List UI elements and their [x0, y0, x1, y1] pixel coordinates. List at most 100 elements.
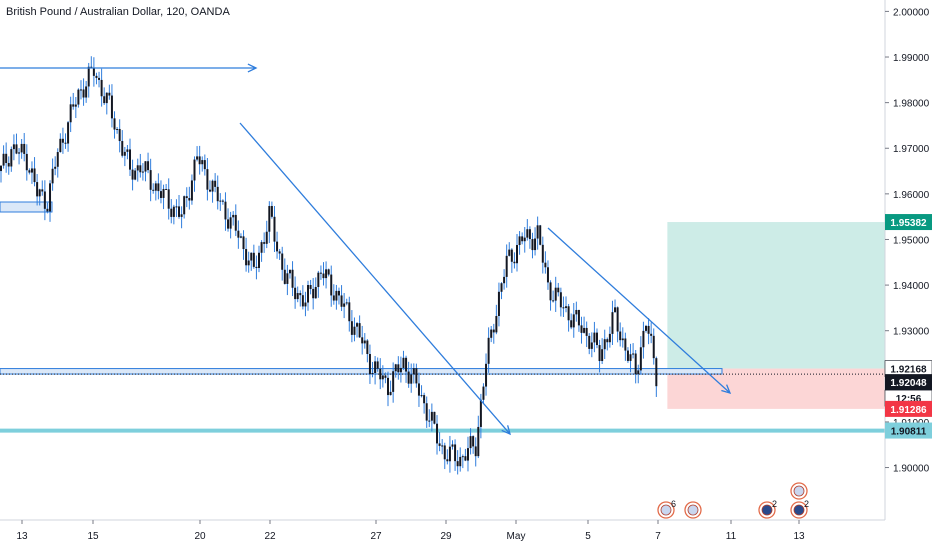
candle-body[interactable]	[291, 269, 294, 288]
candle-body[interactable]	[557, 287, 560, 293]
candle-body[interactable]	[392, 371, 395, 392]
candle-body[interactable]	[270, 206, 273, 217]
candle-body[interactable]	[64, 142, 67, 144]
candle-body[interactable]	[72, 104, 75, 107]
candle-body[interactable]	[113, 118, 116, 130]
candle-body[interactable]	[227, 219, 230, 229]
candle-body[interactable]	[149, 170, 152, 190]
candle-body[interactable]	[59, 138, 62, 153]
candle-body[interactable]	[121, 141, 124, 156]
candle-body[interactable]	[590, 342, 593, 349]
candle-body[interactable]	[126, 149, 129, 152]
candle-body[interactable]	[642, 330, 645, 348]
candle-body[interactable]	[278, 251, 281, 254]
candle-body[interactable]	[397, 364, 400, 373]
candle-body[interactable]	[536, 225, 539, 239]
candle-body[interactable]	[482, 386, 485, 400]
candle-body[interactable]	[49, 183, 52, 212]
candle-body[interactable]	[129, 149, 131, 170]
candle-body[interactable]	[428, 420, 431, 422]
candle-body[interactable]	[118, 128, 121, 142]
candle-body[interactable]	[389, 391, 392, 396]
candle-body[interactable]	[51, 168, 54, 184]
candle-body[interactable]	[544, 262, 547, 268]
candle-body[interactable]	[531, 239, 534, 251]
candle-body[interactable]	[441, 445, 444, 447]
candle-body[interactable]	[224, 201, 227, 220]
candle-body[interactable]	[652, 335, 655, 359]
candle-body[interactable]	[541, 244, 544, 263]
candle-body[interactable]	[585, 327, 588, 336]
candle-body[interactable]	[614, 307, 617, 313]
candle-body[interactable]	[510, 249, 513, 262]
candle-body[interactable]	[410, 374, 413, 384]
candle-body[interactable]	[580, 325, 583, 333]
candle-body[interactable]	[353, 326, 356, 335]
candle-body[interactable]	[549, 282, 552, 301]
candle-body[interactable]	[577, 309, 580, 326]
candle-body[interactable]	[74, 104, 77, 107]
long-position-loss-zone[interactable]	[667, 368, 885, 409]
candle-body[interactable]	[539, 225, 542, 245]
left-zone-rectangle[interactable]	[0, 201, 53, 213]
candle-body[interactable]	[521, 236, 524, 242]
candle-body[interactable]	[77, 89, 80, 105]
candle-body[interactable]	[325, 269, 328, 279]
candle-body[interactable]	[247, 260, 250, 266]
candle-body[interactable]	[147, 161, 150, 171]
candle-body[interactable]	[208, 189, 211, 192]
candle-body[interactable]	[485, 363, 488, 387]
candle-body[interactable]	[216, 186, 219, 202]
candle-body[interactable]	[497, 291, 500, 316]
candle-body[interactable]	[516, 245, 518, 264]
candle-body[interactable]	[454, 444, 457, 462]
candle-body[interactable]	[312, 288, 315, 299]
candle-body[interactable]	[415, 368, 418, 384]
candle-body[interactable]	[87, 66, 90, 87]
candle-body[interactable]	[201, 160, 204, 165]
candle-body[interactable]	[41, 189, 44, 192]
candle-body[interactable]	[28, 170, 31, 173]
candle-body[interactable]	[598, 345, 601, 362]
candle-body[interactable]	[601, 349, 604, 362]
candle-body[interactable]	[508, 249, 511, 256]
candle-body[interactable]	[10, 149, 13, 167]
main-zone-rectangle[interactable]	[0, 368, 723, 375]
candle-body[interactable]	[526, 229, 529, 238]
candle-body[interactable]	[263, 242, 266, 244]
candle-body[interactable]	[152, 189, 155, 191]
candle-body[interactable]	[402, 357, 405, 368]
candle-body[interactable]	[621, 338, 624, 341]
candle-body[interactable]	[12, 144, 15, 150]
candle-body[interactable]	[260, 242, 263, 253]
candle-body[interactable]	[131, 169, 134, 180]
candle-body[interactable]	[165, 188, 168, 190]
candle-body[interactable]	[603, 339, 606, 350]
candle-body[interactable]	[82, 89, 85, 98]
candle-body[interactable]	[492, 329, 495, 333]
candle-body[interactable]	[36, 182, 39, 197]
candle-body[interactable]	[154, 183, 157, 191]
candle-body[interactable]	[23, 143, 26, 154]
candle-body[interactable]	[178, 206, 181, 217]
candle-body[interactable]	[332, 295, 335, 301]
candle-body[interactable]	[479, 399, 482, 427]
candle-body[interactable]	[379, 368, 382, 380]
candle-body[interactable]	[61, 138, 64, 143]
candle-body[interactable]	[2, 153, 5, 166]
candle-body[interactable]	[167, 189, 170, 209]
candle-body[interactable]	[175, 206, 178, 208]
candle-body[interactable]	[5, 153, 8, 163]
candle-body[interactable]	[314, 287, 317, 299]
candle-body[interactable]	[239, 236, 242, 238]
candle-body[interactable]	[639, 347, 642, 371]
candle-body[interactable]	[206, 169, 209, 190]
candle-body[interactable]	[469, 436, 472, 449]
candle-body[interactable]	[265, 231, 268, 244]
candle-body[interactable]	[317, 272, 320, 288]
candle-body[interactable]	[474, 446, 477, 457]
candle-body[interactable]	[144, 161, 147, 172]
candle-body[interactable]	[33, 168, 36, 183]
candle-body[interactable]	[384, 375, 387, 378]
candle-body[interactable]	[361, 337, 364, 344]
